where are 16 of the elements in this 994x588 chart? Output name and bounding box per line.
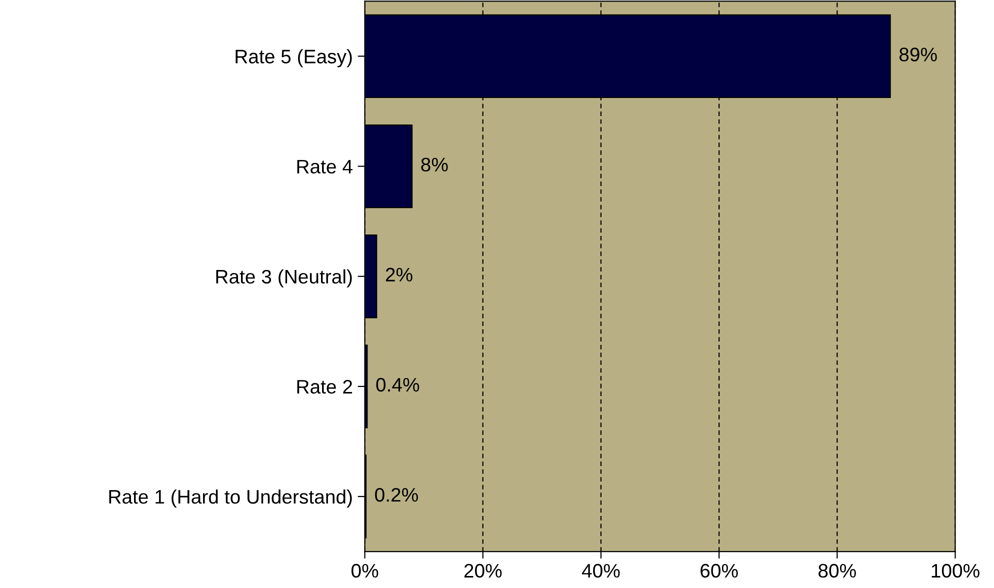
- y-tick-label: Rate 4: [297, 160, 352, 174]
- x-tick-label: 100%: [932, 564, 980, 578]
- data-label: 0.4%: [376, 378, 420, 392]
- y-tick-label: Rate 5 (Easy): [236, 49, 352, 68]
- y-tick-label: Rate 1 (Hard to Understand): [109, 489, 352, 508]
- data-label: 8%: [421, 158, 448, 172]
- x-tick-label: 80%: [818, 564, 856, 578]
- x-tick-label: 40%: [582, 564, 620, 578]
- data-label: 89%: [899, 48, 937, 62]
- x-tick-label: 60%: [700, 564, 738, 578]
- x-tick-label: 20%: [464, 564, 502, 578]
- data-label: 2%: [386, 268, 412, 282]
- y-tick-label: Rate 3 (Neutral): [216, 269, 352, 288]
- data-label: 0.2%: [375, 488, 418, 502]
- y-tick-label: Rate 2: [297, 380, 352, 394]
- x-tick-label: 0%: [352, 564, 378, 578]
